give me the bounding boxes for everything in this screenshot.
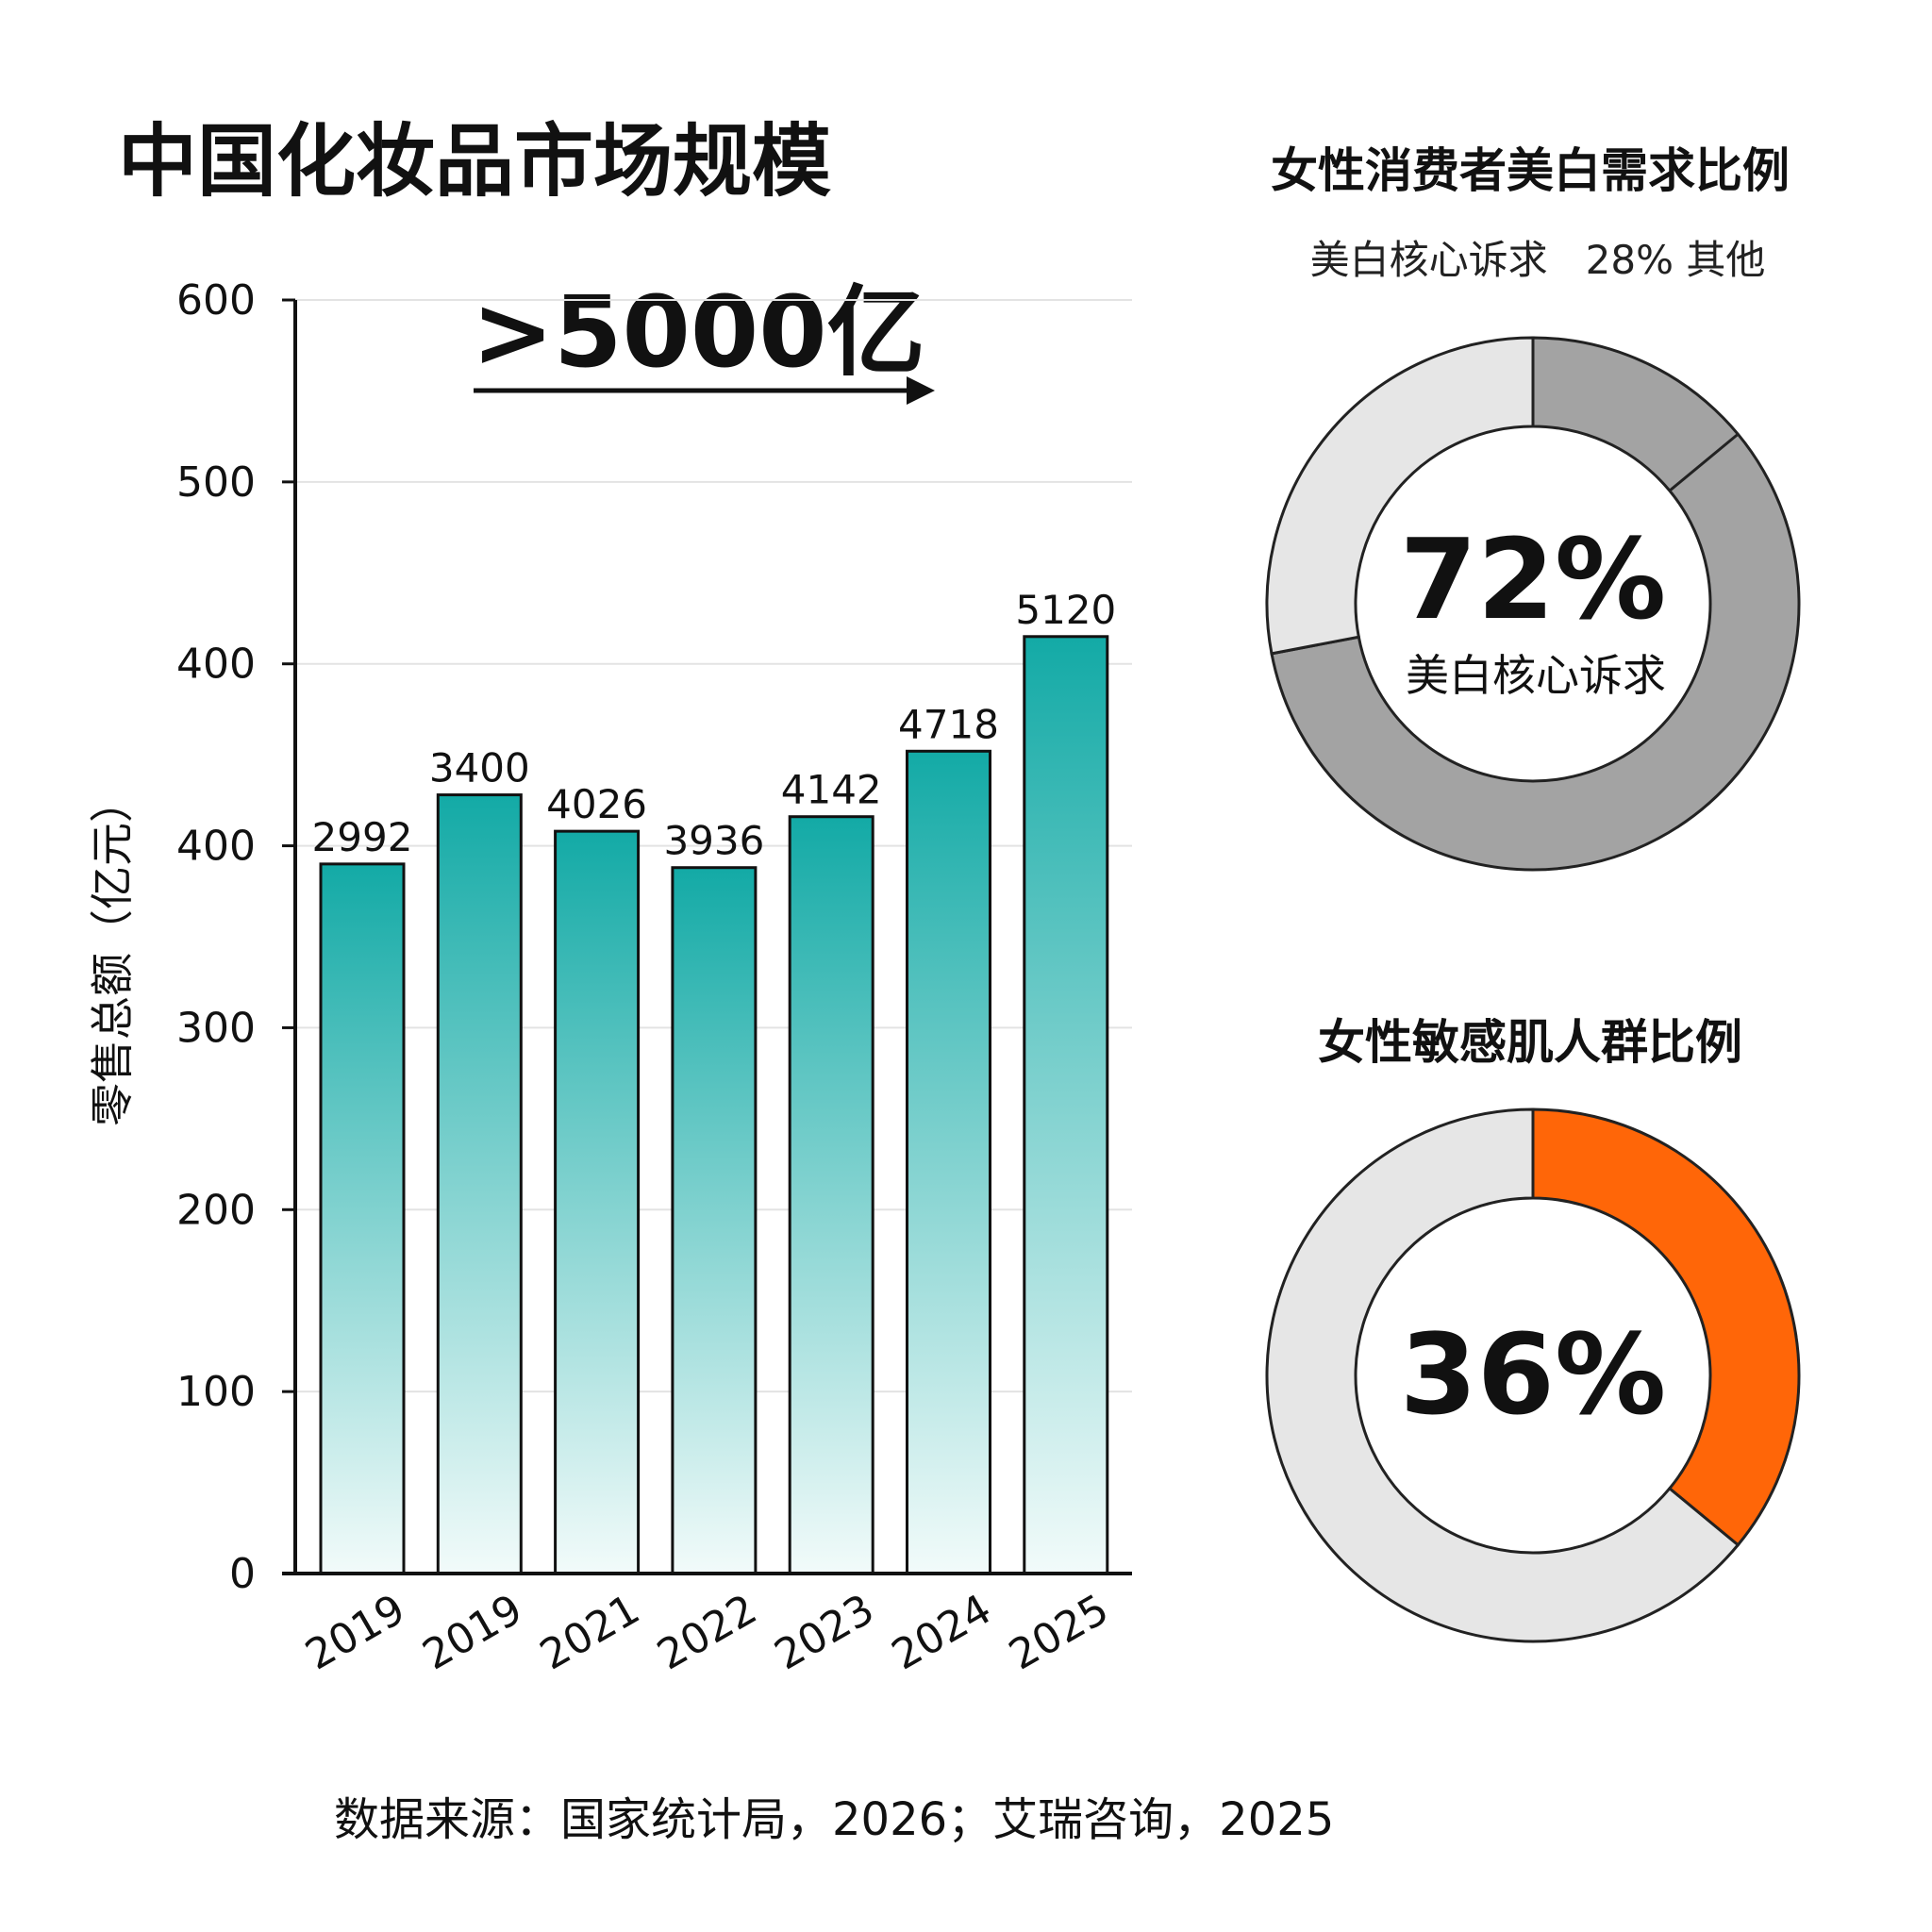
donut-2 [1265,1108,1801,1643]
donut-divider [1668,433,1740,492]
bar-value-label: 4026 [546,781,647,827]
bars [319,635,1109,1575]
bar [671,866,758,1575]
y-axis-label: 零售总额（亿元） [87,779,138,1126]
x-tick-label: 2019 [415,1585,530,1679]
y-tick-label: 300 [176,1004,256,1052]
bar [436,793,523,1575]
y-tick-label: 600 [176,276,256,325]
y-tick-labels: 0 100 200 300 400 400 500 600 [176,276,295,1598]
donut-2-title: 女性敏感肌人群比例 [1318,1015,1742,1070]
x-tick-label: 2024 [884,1585,999,1679]
y-tick-label: 0 [229,1550,256,1598]
bar-value-label: 4718 [898,701,999,747]
x-tick-labels: 2019 2019 2021 2022 2023 2024 2025 [298,1585,1117,1679]
y-tick-label: 500 [176,458,256,507]
bar-value-labels: 2992 3400 4026 3936 4142 4718 5120 [312,587,1117,864]
x-tick-label: 2021 [532,1585,647,1679]
donut-slice [1265,336,1535,656]
donut-1 [1265,336,1801,872]
data-source: 数据来源：国家统计局，2026；艾瑞咨询，2025 [334,1793,1334,1846]
x-tick-label: 2019 [298,1585,413,1679]
donut-slice [1265,1108,1740,1643]
donut-slice [1531,1108,1801,1547]
axes [282,300,1132,1575]
bar [319,862,406,1575]
donut-1-title: 女性消费者美白需求比例 [1271,143,1790,198]
bar-value-label: 2992 [312,814,413,860]
y-tick-label: 400 [176,641,256,689]
bar [788,815,874,1575]
x-tick-label: 2022 [649,1585,764,1679]
bar-value-label: 3936 [663,818,764,864]
donut-slice [1270,336,1801,872]
bar-value-label: 3400 [429,745,530,791]
donut-2-center-value: 36% [1400,1309,1666,1440]
x-tick-label: 2023 [767,1585,882,1679]
bar [906,749,991,1575]
y-tick-label: 200 [176,1186,256,1234]
bar-value-label: 4142 [781,767,882,813]
headline-value: >5000亿 [472,275,925,390]
donut-1-center-label: 美白核心诉求 [1406,650,1666,701]
y-tick-label: 400 [176,823,256,871]
donut-1-legend: 美白核心诉求 28% 其他 [1310,237,1766,283]
y-tick-label: 100 [176,1368,256,1416]
donut-1-center-value: 72% [1400,514,1666,644]
x-tick-label: 2025 [1001,1585,1116,1679]
bar [1023,635,1109,1575]
bar-value-label: 5120 [1015,587,1116,633]
bar-chart-title: 中国化妆品市场规模 [118,115,831,208]
bar [554,829,641,1575]
